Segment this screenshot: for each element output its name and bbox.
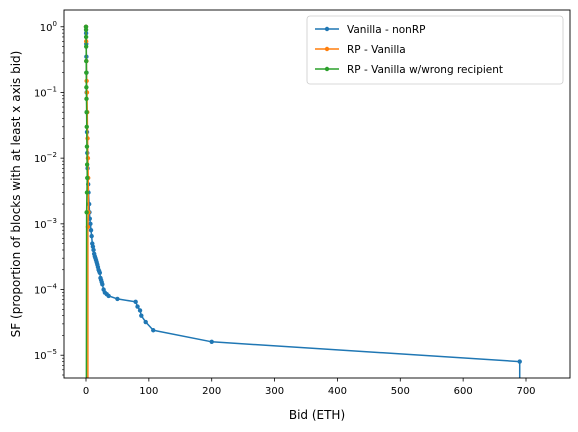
data-point [97,270,103,275]
y-tick-exponent: −3 [47,217,57,225]
x-tick-label: 500 [391,386,410,397]
x-tick-label: 300 [265,386,284,397]
legend-label: Vanilla - nonRP [347,24,425,36]
x-tick-label: 100 [139,386,158,397]
data-point [84,70,89,75]
x-tick-label: 600 [454,386,473,397]
data-point [84,144,90,149]
data-point [88,228,94,233]
y-tick-base: 10 [34,88,47,99]
data-point [209,339,214,345]
x-axis-label: Bid (ETH) [289,408,345,422]
y-tick-label: 100 [40,20,57,34]
x-tick-label: 0 [83,386,89,397]
data-point [89,233,94,239]
legend-item: RP - Vanilla [315,44,406,56]
y-tick-exponent: −4 [47,283,58,291]
y-axis-label: SF (proportion of blocks with at least x… [9,51,23,338]
data-point [84,96,89,102]
y-tick-exponent: 0 [53,20,57,28]
data-point [151,328,156,333]
y-tick-label: 10−5 [34,348,57,362]
y-tick-base: 10 [40,23,53,34]
legend-marker [324,26,330,32]
y-tick-base: 10 [34,154,47,165]
data-point [84,210,89,215]
data-point [133,299,138,305]
data-point [143,319,148,325]
data-point [115,296,120,302]
data-point [83,34,89,40]
data-point [91,247,96,253]
y-tick-exponent: −2 [47,151,57,159]
data-point [88,221,93,227]
data-point [84,190,90,195]
y-tick-label: 10−2 [34,151,57,165]
y-tick-base: 10 [34,220,47,231]
data-point [90,244,96,249]
data-point [106,293,111,299]
y-tick-exponent: −5 [47,348,57,356]
y-tick-base: 10 [34,351,47,362]
y-tick-label: 10−1 [34,85,57,99]
plot-frame [63,9,571,379]
data-point [84,58,89,64]
x-tick-label: 700 [516,386,535,397]
data-point [84,110,89,115]
data-point [83,27,89,32]
x-tick-label: 400 [328,386,347,397]
data-point [135,304,140,309]
y-tick-label: 10−4 [34,283,58,297]
series-line [85,26,89,378]
y-tick-label: 10−3 [34,217,57,231]
series-3 [83,24,90,378]
data-point [84,124,89,130]
series-layer [83,24,522,378]
data-point [84,85,89,90]
series-clip-group [83,24,522,378]
legend: Vanilla - nonRP RP - Vanilla RP - Vanilla … [306,15,564,85]
legend-marker [324,46,330,52]
data-point [517,359,522,364]
legend-label: RP - Vanilla w/wrong recipient [347,64,503,76]
legend-label: RP - Vanilla [347,44,406,56]
x-axis: 0 100 200 300 400 500 600 700 [83,378,536,397]
data-point [83,44,89,49]
legend-item: RP - Vanilla w/wrong recipient [315,64,503,76]
y-tick-exponent: −1 [47,85,57,93]
y-tick-base: 10 [34,286,47,297]
legend-marker [324,66,330,72]
data-point [100,282,105,287]
x-tick-label: 200 [202,386,221,397]
legend-box [306,15,564,85]
data-point [84,162,90,167]
data-point [85,175,90,181]
data-point [137,308,143,313]
legend-item: Vanilla - nonRP [315,24,425,36]
data-point [139,313,144,318]
